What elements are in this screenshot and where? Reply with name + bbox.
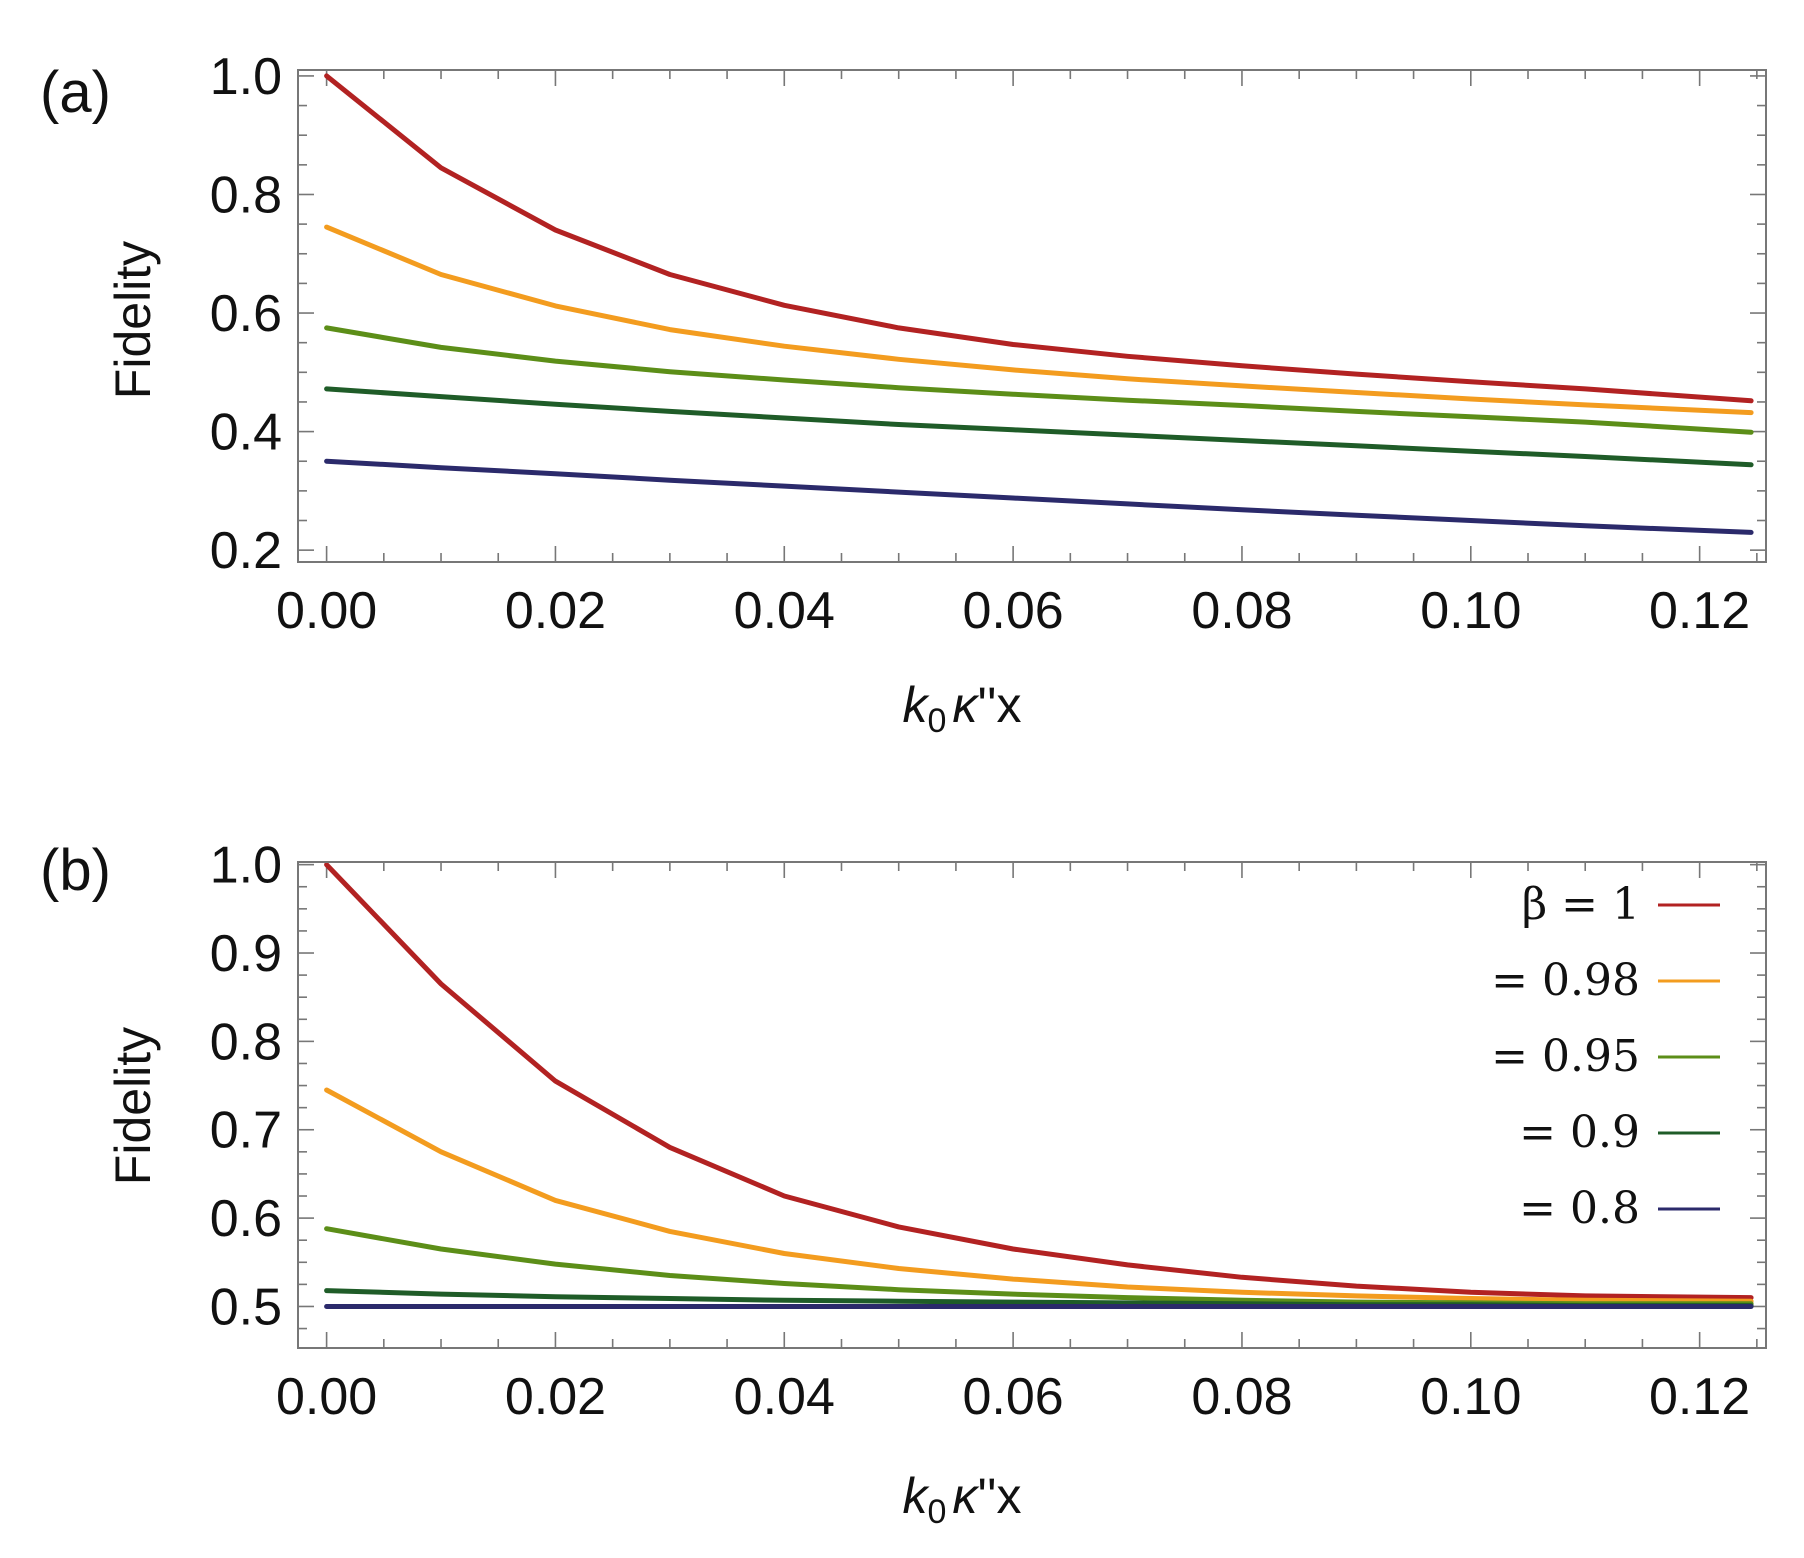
series-line	[324, 862, 1754, 1301]
x-tick-label: 0.10	[1420, 582, 1521, 640]
x-tick-label: 0.02	[505, 1368, 606, 1426]
panel-b-y-axis-title: Fidelity	[105, 1027, 161, 1185]
legend-label: = 0.95	[1491, 1031, 1640, 1082]
panel-b-frame	[297, 861, 1767, 1349]
panel-b-label: (b)	[40, 838, 111, 903]
x-tick-label: 0.12	[1649, 1368, 1750, 1426]
x-tick-label: 0.08	[1191, 582, 1292, 640]
panel-a-y-axis-title: Fidelity	[105, 241, 161, 399]
panel-b-legend: β = 1 = 0.98 = 0.95 = 0.9 = 0.8	[1491, 879, 1720, 1234]
x-title-rest: ''x	[977, 677, 1021, 733]
panel-b-tick-labels: 0.00 0.02 0.04 0.06 0.08 0.10 0.12 0.5 0.6 0.7 0.8…	[210, 837, 1751, 1426]
x-title-kappa: κ	[952, 1468, 980, 1524]
x-title-subscript: 0	[927, 1493, 946, 1531]
y-tick-label: 0.6	[210, 1190, 282, 1248]
x-tick-label: 0.10	[1420, 1368, 1521, 1426]
panel-a-tick-labels: 0.00 0.02 0.04 0.06 0.08 0.10 0.12 0.2 0.4 0.6 0.8…	[210, 48, 1751, 640]
x-tick-label: 0.02	[505, 582, 606, 640]
x-tick-label: 0.08	[1191, 1368, 1292, 1426]
legend-label: β = 1	[1522, 879, 1640, 930]
y-tick-label: 0.7	[210, 1102, 282, 1160]
y-tick-label: 0.2	[210, 522, 282, 580]
panel-b-series	[324, 862, 1754, 1309]
y-tick-label: 0.4	[210, 404, 282, 462]
x-tick-label: 0.00	[276, 582, 377, 640]
legend-label: = 0.98	[1491, 955, 1640, 1006]
y-tick-label: 1.0	[210, 48, 282, 106]
y-tick-label: 0.8	[210, 166, 282, 224]
y-tick-label: 0.9	[210, 925, 282, 983]
panel-b-ticks	[298, 862, 1766, 1348]
x-tick-label: 0.00	[276, 1368, 377, 1426]
panel-b-x-axis-title: k0 κ''x	[902, 1468, 1021, 1531]
series-line	[324, 386, 1754, 468]
series-line	[324, 224, 1754, 416]
panel-a-label: (a)	[40, 60, 111, 125]
x-title-k: k	[902, 677, 930, 733]
legend-label: = 0.9	[1519, 1107, 1640, 1158]
series-line	[324, 1087, 1754, 1304]
legend-label: = 0.8	[1519, 1183, 1640, 1234]
x-tick-label: 0.06	[963, 1368, 1064, 1426]
y-tick-label: 1.0	[210, 837, 282, 895]
y-tick-label: 0.8	[210, 1013, 282, 1071]
y-tick-label: 0.5	[210, 1278, 282, 1336]
panel-b: (b) Fidelity k0 κ''x 0.00 0.02 0.04 0.06 0.08…	[40, 837, 1767, 1531]
x-tick-label: 0.12	[1649, 582, 1750, 640]
x-tick-label: 0.04	[734, 582, 835, 640]
panel-a-x-axis-title: k0 κ''x	[902, 677, 1021, 740]
x-tick-label: 0.06	[963, 582, 1064, 640]
panel-a: (a) Fidelity k0 κ''x 0.00 0.02 0.04 0.06 0.08…	[40, 48, 1767, 740]
series-line	[324, 458, 1754, 535]
series-line	[324, 325, 1754, 435]
panel-a-ticks	[298, 70, 1766, 562]
x-title-rest: ''x	[977, 1468, 1021, 1524]
x-title-subscript: 0	[927, 702, 946, 740]
panel-a-frame	[297, 69, 1767, 563]
y-tick-label: 0.6	[210, 285, 282, 343]
x-title-kappa: κ	[952, 677, 980, 733]
series-line	[324, 73, 1754, 404]
panel-a-series	[324, 73, 1754, 535]
x-title-k: k	[902, 1468, 930, 1524]
x-tick-label: 0.04	[734, 1368, 835, 1426]
